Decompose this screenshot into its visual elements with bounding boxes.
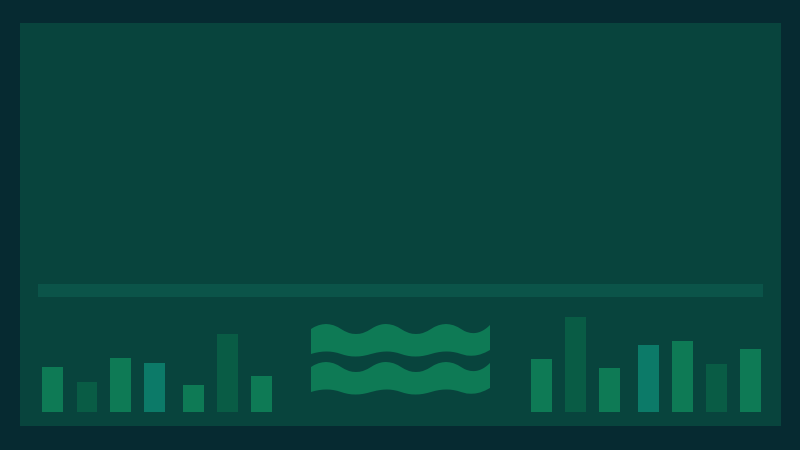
bar-shape <box>183 385 204 412</box>
bar-shape <box>638 345 659 412</box>
bar-shape <box>42 367 63 412</box>
bar-shape <box>531 359 552 412</box>
left-bar-group <box>42 334 272 412</box>
divider-strip <box>38 284 763 297</box>
bar-shape <box>565 317 586 412</box>
bar-shape <box>706 364 727 412</box>
wave-band <box>311 362 490 395</box>
bar-shape <box>251 376 272 412</box>
bar-shape <box>144 363 165 412</box>
bar-shape <box>672 341 693 412</box>
bar-shape <box>110 358 131 412</box>
bar-shape <box>599 368 620 412</box>
bar-shape <box>217 334 238 412</box>
bar-shape <box>77 382 97 412</box>
wave-band <box>311 324 490 357</box>
wave-icon <box>311 324 490 395</box>
right-bar-group <box>531 317 761 412</box>
panel <box>20 23 781 426</box>
bar-shape <box>740 349 761 412</box>
